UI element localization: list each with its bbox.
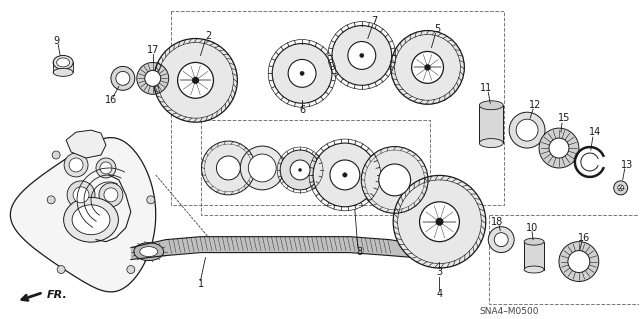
Text: 14: 14 xyxy=(589,127,601,137)
Text: 13: 13 xyxy=(621,160,633,170)
Circle shape xyxy=(424,64,431,70)
Text: 10: 10 xyxy=(526,223,538,233)
Circle shape xyxy=(390,31,465,104)
Circle shape xyxy=(241,146,284,190)
Text: 1: 1 xyxy=(198,279,204,289)
Circle shape xyxy=(342,173,347,177)
Circle shape xyxy=(127,265,135,273)
Circle shape xyxy=(379,164,411,196)
FancyBboxPatch shape xyxy=(53,63,73,72)
Circle shape xyxy=(360,53,364,57)
Circle shape xyxy=(137,63,169,94)
Ellipse shape xyxy=(57,58,70,67)
Circle shape xyxy=(288,59,316,87)
Circle shape xyxy=(57,265,65,273)
Circle shape xyxy=(348,41,376,70)
Ellipse shape xyxy=(63,197,118,242)
Circle shape xyxy=(618,185,623,191)
Circle shape xyxy=(111,66,135,90)
Circle shape xyxy=(52,151,60,159)
Circle shape xyxy=(116,71,130,85)
Circle shape xyxy=(362,146,428,213)
Circle shape xyxy=(509,112,545,148)
Circle shape xyxy=(290,160,310,180)
Polygon shape xyxy=(10,137,156,292)
Circle shape xyxy=(516,119,538,141)
Circle shape xyxy=(64,153,88,177)
Circle shape xyxy=(248,154,276,182)
Circle shape xyxy=(614,181,628,195)
Circle shape xyxy=(145,70,161,86)
Ellipse shape xyxy=(413,247,422,261)
Circle shape xyxy=(435,218,444,226)
Circle shape xyxy=(300,71,304,76)
Polygon shape xyxy=(131,237,420,262)
Circle shape xyxy=(96,158,116,178)
Circle shape xyxy=(100,162,112,174)
Ellipse shape xyxy=(479,138,503,148)
Text: 6: 6 xyxy=(299,105,305,115)
Circle shape xyxy=(73,187,89,203)
Circle shape xyxy=(313,143,377,207)
Circle shape xyxy=(332,26,392,85)
Text: 11: 11 xyxy=(480,83,492,93)
Circle shape xyxy=(104,188,118,202)
Text: 2: 2 xyxy=(205,31,212,41)
Text: 9: 9 xyxy=(53,35,60,46)
Text: 18: 18 xyxy=(491,217,503,227)
Text: 3: 3 xyxy=(436,266,442,277)
Circle shape xyxy=(494,233,508,247)
FancyBboxPatch shape xyxy=(524,241,544,270)
Ellipse shape xyxy=(524,266,544,273)
Ellipse shape xyxy=(53,68,73,76)
Circle shape xyxy=(192,77,199,84)
Text: 16: 16 xyxy=(578,233,590,243)
Text: SNA4–M0500: SNA4–M0500 xyxy=(479,307,539,316)
Text: 8: 8 xyxy=(356,247,363,256)
Circle shape xyxy=(272,43,332,103)
Circle shape xyxy=(549,138,569,158)
Circle shape xyxy=(47,196,55,204)
Text: 4: 4 xyxy=(436,289,442,300)
Circle shape xyxy=(69,158,83,172)
Text: 17: 17 xyxy=(147,46,159,56)
Circle shape xyxy=(178,63,214,98)
Circle shape xyxy=(559,241,599,281)
Text: 7: 7 xyxy=(372,16,378,26)
Circle shape xyxy=(99,183,123,207)
Ellipse shape xyxy=(479,101,503,110)
Circle shape xyxy=(488,227,514,253)
Circle shape xyxy=(154,39,237,122)
Ellipse shape xyxy=(524,238,544,245)
Polygon shape xyxy=(66,130,106,158)
Text: 5: 5 xyxy=(435,24,440,33)
Ellipse shape xyxy=(72,205,110,235)
Circle shape xyxy=(299,168,301,171)
Circle shape xyxy=(393,175,486,268)
FancyBboxPatch shape xyxy=(479,105,503,143)
Circle shape xyxy=(280,150,320,190)
Ellipse shape xyxy=(415,250,420,257)
Circle shape xyxy=(412,51,444,83)
Text: FR.: FR. xyxy=(47,290,68,300)
Text: 16: 16 xyxy=(105,95,117,105)
Circle shape xyxy=(147,196,155,204)
Circle shape xyxy=(216,156,241,180)
Circle shape xyxy=(67,181,95,209)
Circle shape xyxy=(202,141,255,195)
Circle shape xyxy=(568,251,590,272)
Text: 12: 12 xyxy=(529,100,541,110)
Text: 15: 15 xyxy=(557,113,570,123)
Circle shape xyxy=(330,160,360,190)
Ellipse shape xyxy=(53,56,73,70)
Ellipse shape xyxy=(140,247,157,256)
Circle shape xyxy=(539,128,579,168)
Circle shape xyxy=(420,202,460,241)
Ellipse shape xyxy=(134,243,164,261)
